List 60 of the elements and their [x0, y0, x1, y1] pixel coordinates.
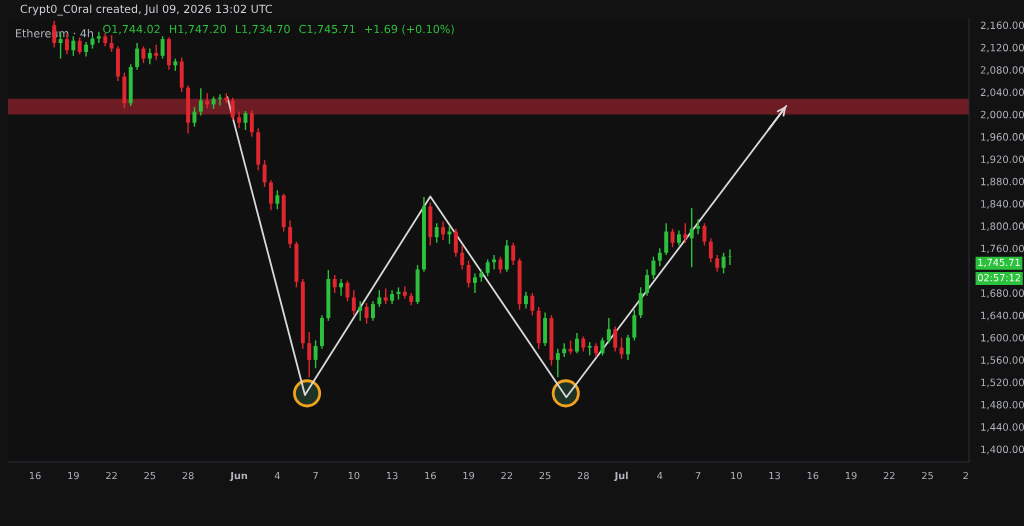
x-tick-label: 7: [313, 472, 318, 480]
y-tick-label: 1,440.00: [981, 423, 1024, 432]
y-tick-label: 2,000.00: [980, 110, 1024, 120]
text: 02:57:12: [977, 273, 1021, 282]
annotation: C1,745.71: [299, 24, 355, 35]
candlestick: [696, 219, 701, 235]
x-tick-label: 7: [695, 472, 701, 480]
x-tick-label: 13: [386, 471, 398, 480]
candlestick: [217, 94, 222, 106]
annotation: O1,744.02: [103, 24, 160, 35]
y-tick-label: 1,640.00: [981, 311, 1024, 321]
y-tick-label: 1,800.00: [981, 222, 1024, 231]
candlestick: [727, 249, 732, 266]
x-tick-label: 25: [144, 471, 156, 480]
y-tick-label: 1,600.00: [981, 333, 1024, 343]
x-tick-label: 16: [425, 471, 436, 480]
x-tick-label: 19: [68, 471, 79, 480]
x-tick-label: 22: [106, 471, 117, 480]
x-tick-label: 28: [182, 471, 194, 480]
x-tick-label: 22: [883, 471, 895, 480]
x-tick-label: 19: [845, 471, 857, 480]
y-tick-label: 1,480.00: [981, 400, 1024, 410]
x-tick-label: 2: [963, 471, 968, 480]
y-tick-label: 1,880.00: [981, 177, 1024, 187]
x-tick-label: Jun: [229, 472, 248, 482]
y-tick-label: 1,920.00: [981, 155, 1024, 164]
x-tick-label: 16: [29, 471, 41, 480]
y-tick-label: 1,760.00: [981, 244, 1024, 254]
y-tick-label: 1,400.00: [981, 445, 1024, 455]
x-tick-label: 28: [577, 471, 589, 480]
annotation: L1,734.70: [235, 24, 290, 35]
y-tick-label: 2,080.00: [980, 66, 1024, 75]
annotation: H1,747.20: [169, 24, 226, 35]
candlestick: [96, 31, 101, 43]
x-tick-label: 4: [657, 472, 663, 480]
x-tick-label: 19: [463, 471, 475, 480]
y-tick-label: 2,120.00: [980, 43, 1024, 53]
x-tick-label: 13: [769, 471, 780, 480]
candlestick: [555, 348, 560, 378]
x-tick-label: 22: [501, 471, 513, 480]
y-tick-label: 2,160.00: [980, 21, 1024, 31]
candlestick: [472, 273, 477, 293]
x-tick-label: 16: [807, 471, 819, 480]
y-tick-label: 2,040.00: [980, 88, 1024, 98]
text: 1,745.71: [978, 258, 1020, 268]
x-tick-label: 25: [922, 471, 933, 480]
x-tick-label: 10: [348, 471, 360, 480]
y-tick-label: 1,840.00: [981, 200, 1024, 209]
candlestick: [492, 255, 497, 270]
annotation: +1.69 (+0.10%): [365, 24, 454, 35]
y-tick-label: 1,960.00: [981, 133, 1024, 142]
candlestick: [402, 286, 407, 299]
x-tick-label: 10: [731, 471, 742, 480]
y-tick-label: 1,520.00: [981, 378, 1024, 388]
x-tick-label: 4: [274, 472, 280, 480]
x-tick-label: 25: [539, 471, 551, 480]
y-tick-label: 1,560.00: [981, 356, 1024, 365]
chart-title: Crypt0_C0ral created, Jul 09, 2026 13:02 UTC: [20, 4, 273, 16]
x-tick-label: Jul: [614, 471, 628, 482]
y-tick-label: 1,680.00: [981, 289, 1024, 298]
